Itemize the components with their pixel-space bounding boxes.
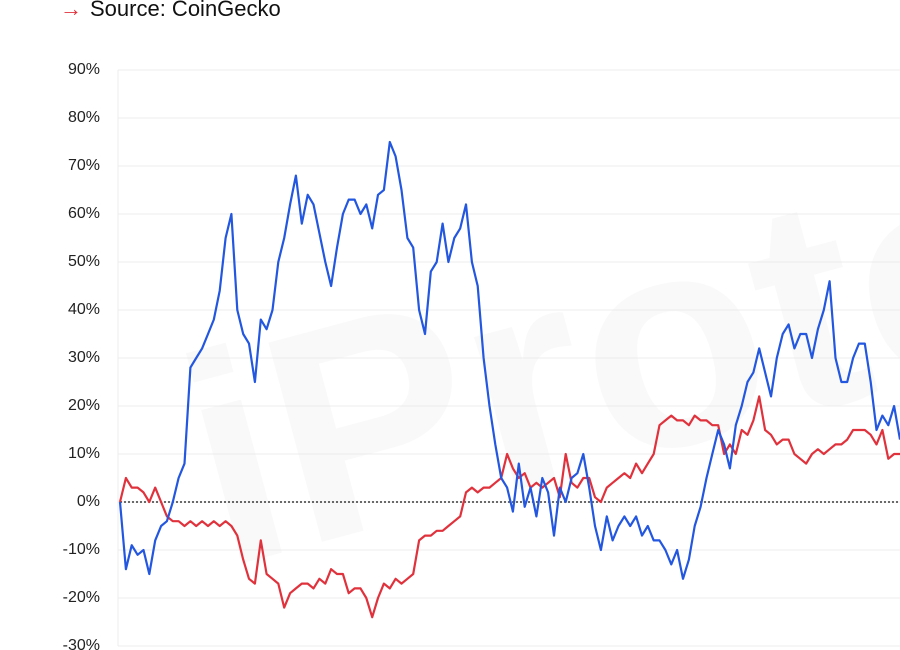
y-tick-label: 20% (68, 397, 100, 414)
y-tick-label: -30% (63, 637, 100, 650)
y-tick-label: 50% (68, 253, 100, 270)
y-tick-label: -10% (63, 541, 100, 558)
y-tick-label: 30% (68, 349, 100, 366)
y-tick-label: 10% (68, 445, 100, 462)
y-tick-label: 90% (68, 61, 100, 78)
source-icon: → (60, 0, 82, 21)
line-series (118, 140, 900, 580)
watermark: iProto (152, 82, 900, 631)
line-series (118, 395, 900, 619)
y-tick-label: -20% (63, 589, 100, 606)
y-tick-label: 40% (68, 301, 100, 318)
source: Source: CoinGecko (90, 0, 281, 21)
y-tick-label: 70% (68, 157, 100, 174)
y-tick-label: 60% (68, 205, 100, 222)
y-tick-label: 0% (77, 493, 100, 510)
y-tick-label: 80% (68, 109, 100, 126)
